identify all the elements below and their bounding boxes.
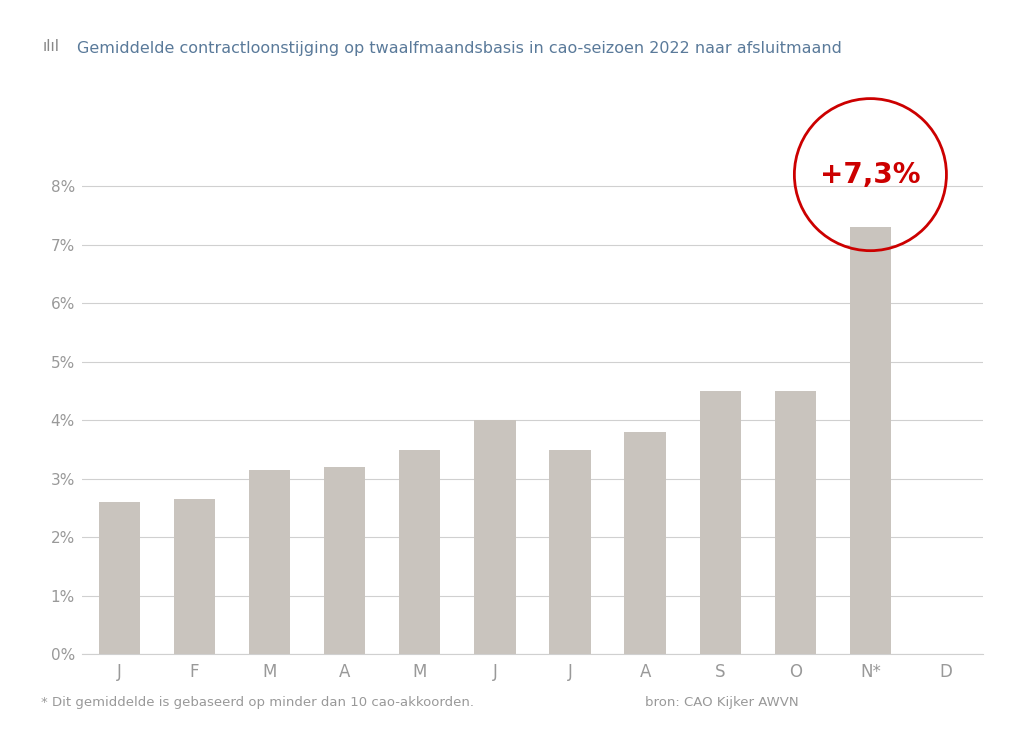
Bar xyxy=(775,391,816,654)
Text: * Dit gemiddelde is gebaseerd op minder dan 10 cao-akkoorden.: * Dit gemiddelde is gebaseerd op minder … xyxy=(41,696,474,708)
Bar xyxy=(399,450,440,654)
Bar xyxy=(474,420,515,654)
Bar xyxy=(549,450,591,654)
Text: +7,3%: +7,3% xyxy=(820,161,921,189)
Bar xyxy=(249,470,291,654)
Text: bron: CAO Kijker AWVN: bron: CAO Kijker AWVN xyxy=(645,696,799,708)
Bar xyxy=(625,432,666,654)
Text: ılıl: ılıl xyxy=(43,39,60,54)
Bar xyxy=(174,499,215,654)
Bar xyxy=(98,502,140,654)
Bar xyxy=(850,227,891,654)
Text: Gemiddelde contractloonstijging op twaalfmaandsbasis in cao-seizoen 2022 naar af: Gemiddelde contractloonstijging op twaal… xyxy=(77,41,842,56)
Bar xyxy=(324,467,366,654)
Bar xyxy=(699,391,741,654)
